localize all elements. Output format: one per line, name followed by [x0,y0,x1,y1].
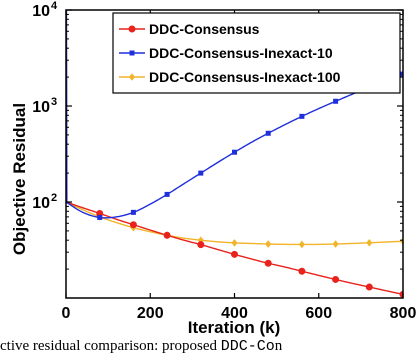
axes: 0 200 400 600 800 102 103 104 [32,0,416,322]
legend-label-2: DDC-Consensus-Inexact-10 [149,45,333,61]
series-1-point [197,241,205,249]
series-1-point [298,267,306,275]
series-3-point [231,239,238,247]
x-tick-label: 200 [137,305,164,322]
y-axis-title: Objective Residual [10,103,29,255]
series-2-point [265,130,271,136]
series-1-point [332,275,340,283]
x-axis-title: Iteration (k) [188,318,281,337]
series-2-point [164,191,170,197]
figure-caption: ctive residual comparison: proposed DDC-… [0,338,419,360]
x-tick-label: 400 [221,305,248,322]
legend-label-1: DDC-Consensus [149,21,260,37]
series-3-point [366,238,373,247]
series-1-point [365,283,373,291]
caption-code: DDC-Co [220,338,275,355]
series-1-point [264,259,272,267]
legend: DDC-Consensus DDC-Consensus-Inexact-10 DDC… [112,12,401,94]
series-2-point [232,149,237,155]
series-3-point [298,240,305,249]
x-tick-label: 600 [305,305,332,322]
series-2-line [66,73,403,219]
series-1-point [129,221,137,229]
series-2-point [97,214,103,220]
series-2-point [333,98,339,104]
series-2-point [130,209,136,215]
legend-marker-3 [129,73,135,81]
series-3-line [66,201,403,246]
x-tick-label: 0 [62,305,71,322]
y-tick-label: 104 [32,0,58,20]
x-tick-label: 800 [390,305,417,322]
series-3-point [332,240,339,248]
series-1-point [163,231,171,239]
residual-chart: 0 200 400 600 800 102 103 104 Iteration (k) Obj… [10,0,416,337]
series-3-point [265,240,272,248]
y-tick-label: 103 [32,96,57,116]
series-1-point [231,250,238,258]
series-1-line [66,201,403,296]
series-2-point [198,170,204,176]
caption-text-start: ctive residual comparison: proposed [0,338,221,354]
legend-marker-2 [129,50,135,56]
series-2-point [400,71,403,77]
legend-box [112,12,401,94]
legend-label-3: DDC-Consensus-Inexact-100 [149,69,341,85]
series-2-point [299,113,305,119]
legend-marker-1 [128,25,136,33]
y-tick-label: 102 [32,192,57,212]
caption-text-end: n [274,338,283,354]
